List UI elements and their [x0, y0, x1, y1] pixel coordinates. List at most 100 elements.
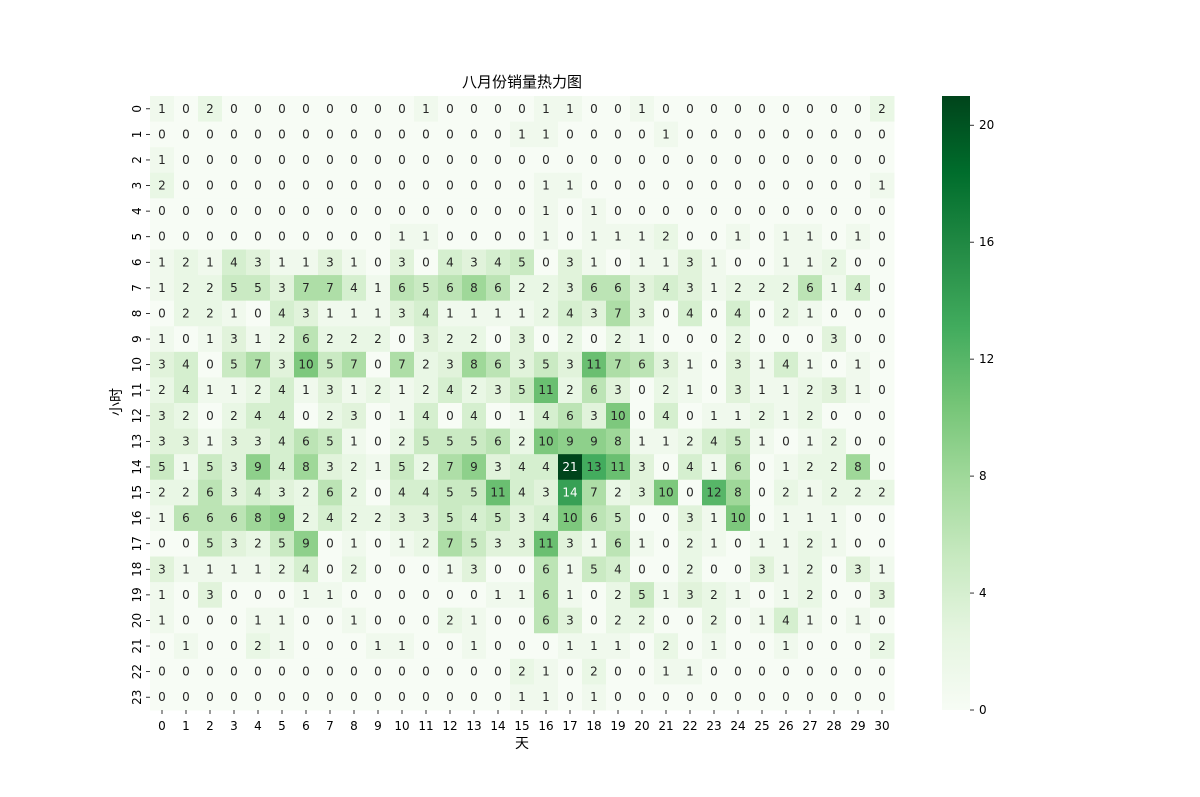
- heatmap-cell-label: 0: [734, 153, 742, 167]
- heatmap-cell-label: 5: [542, 358, 550, 372]
- heatmap-cell-label: 4: [446, 255, 454, 269]
- heatmap-cell: [246, 121, 271, 148]
- heatmap-cell: [726, 582, 751, 609]
- heatmap-cell-label: 0: [686, 179, 694, 193]
- heatmap-cell: [582, 377, 607, 404]
- heatmap-cell-label: 1: [542, 179, 550, 193]
- heatmap-cell: [726, 479, 751, 506]
- y-tick-label: 12: [130, 408, 144, 423]
- heatmap-cell-label: 0: [638, 562, 646, 576]
- heatmap-cell: [606, 377, 631, 404]
- heatmap-cell-label: 0: [350, 127, 358, 141]
- heatmap-cell: [702, 428, 727, 455]
- heatmap-cell-label: 0: [830, 665, 838, 679]
- heatmap-cell: [870, 479, 895, 506]
- heatmap-cell-label: 0: [350, 665, 358, 679]
- heatmap-cell-label: 0: [854, 306, 862, 320]
- heatmap-cell-label: 6: [590, 383, 598, 397]
- heatmap-cell: [270, 556, 295, 583]
- heatmap-cell-label: 0: [806, 102, 814, 116]
- heatmap-cell-label: 0: [494, 665, 502, 679]
- heatmap-cell: [630, 658, 655, 685]
- heatmap-cell: [198, 96, 223, 123]
- heatmap-cell: [318, 377, 343, 404]
- heatmap-cell: [510, 530, 535, 557]
- heatmap-cell: [150, 377, 175, 404]
- heatmap-cell: [222, 658, 247, 685]
- heatmap-cell-label: 0: [758, 179, 766, 193]
- heatmap-cell-label: 0: [494, 562, 502, 576]
- heatmap-cell-label: 1: [758, 613, 766, 627]
- heatmap-cell-label: 0: [662, 537, 670, 551]
- heatmap-cell-label: 0: [686, 153, 694, 167]
- heatmap-cell: [870, 377, 895, 404]
- heatmap-cell: [558, 326, 583, 353]
- heatmap-cell-label: 3: [398, 306, 406, 320]
- heatmap-cell-label: 1: [590, 230, 598, 244]
- heatmap-cell-label: 1: [326, 306, 334, 320]
- heatmap-cell-label: 2: [878, 486, 886, 500]
- heatmap-cell-label: 3: [470, 562, 478, 576]
- heatmap-cell: [822, 684, 847, 711]
- heatmap-cell: [534, 684, 559, 711]
- heatmap-cell: [654, 633, 679, 660]
- heatmap-cell-label: 2: [518, 665, 526, 679]
- heatmap-cell: [630, 275, 655, 302]
- heatmap-cell: [702, 223, 727, 250]
- heatmap-cell-label: 0: [662, 332, 670, 346]
- heatmap-cell: [366, 275, 391, 302]
- heatmap-cell: [318, 147, 343, 174]
- heatmap-cell: [150, 607, 175, 634]
- heatmap-cell-label: 0: [854, 332, 862, 346]
- heatmap-cell-label: 3: [230, 434, 238, 448]
- heatmap-cell-label: 0: [230, 588, 238, 602]
- heatmap-cell: [198, 658, 223, 685]
- heatmap-cell-label: 1: [542, 690, 550, 704]
- heatmap-cell: [342, 198, 367, 225]
- heatmap-cell-label: 1: [878, 562, 886, 576]
- heatmap-cell-label: 3: [494, 383, 502, 397]
- heatmap-cell: [414, 147, 439, 174]
- heatmap-cell: [270, 479, 295, 506]
- heatmap-cell-label: 7: [446, 537, 454, 551]
- heatmap-cell: [486, 428, 511, 455]
- heatmap-cell-label: 4: [350, 281, 358, 295]
- heatmap-cell-label: 0: [878, 358, 886, 372]
- heatmap-cell-label: 4: [422, 409, 430, 423]
- heatmap-cell: [390, 428, 415, 455]
- x-tick-label: 3: [230, 719, 238, 733]
- heatmap-cell-label: 3: [518, 511, 526, 525]
- heatmap-cell: [150, 530, 175, 557]
- heatmap-cell-label: 10: [298, 358, 313, 372]
- heatmap-cell-label: 1: [806, 511, 814, 525]
- heatmap-cell-label: 0: [590, 588, 598, 602]
- heatmap-cell: [342, 454, 367, 481]
- heatmap-cell: [270, 633, 295, 660]
- heatmap-cell: [654, 684, 679, 711]
- heatmap-cell-label: 3: [758, 562, 766, 576]
- heatmap-cell: [630, 582, 655, 609]
- heatmap-cell: [246, 530, 271, 557]
- heatmap-cell: [174, 198, 199, 225]
- heatmap-cell: [774, 351, 799, 378]
- heatmap-cell-label: 0: [470, 153, 478, 167]
- heatmap-cell-label: 1: [494, 588, 502, 602]
- heatmap-cell: [846, 505, 871, 532]
- heatmap-cell-label: 0: [830, 153, 838, 167]
- heatmap-cell: [726, 198, 751, 225]
- heatmap-cell: [630, 505, 655, 532]
- heatmap-cell: [774, 96, 799, 123]
- heatmap-cell: [654, 326, 679, 353]
- heatmap-cell-label: 0: [254, 179, 262, 193]
- heatmap-cell-label: 0: [470, 102, 478, 116]
- heatmap-cell: [246, 428, 271, 455]
- heatmap-cell: [318, 96, 343, 123]
- heatmap-cell-label: 13: [586, 460, 601, 474]
- heatmap-cell: [678, 275, 703, 302]
- heatmap-cell: [534, 96, 559, 123]
- heatmap-cell-label: 0: [854, 179, 862, 193]
- heatmap-cell: [198, 633, 223, 660]
- heatmap-cell: [558, 96, 583, 123]
- heatmap-cell: [294, 172, 319, 199]
